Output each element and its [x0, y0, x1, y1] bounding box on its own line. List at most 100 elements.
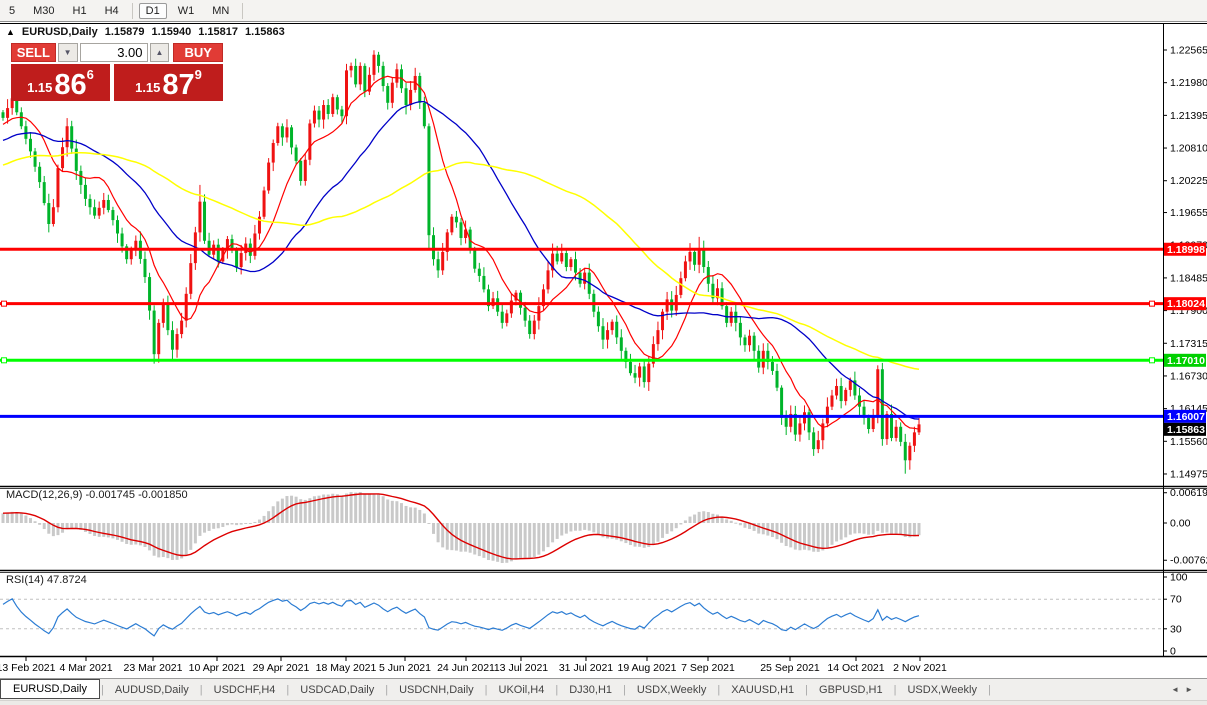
- tab-separator: |: [199, 683, 203, 696]
- svg-text:18 May 2021: 18 May 2021: [316, 662, 377, 674]
- timeframe-button-d1[interactable]: D1: [138, 2, 167, 19]
- tab-usdcnh-daily[interactable]: USDCNH,Daily: [399, 683, 474, 696]
- panel-collapse-icon[interactable]: ▲: [6, 27, 15, 37]
- timeframe-button-w1[interactable]: W1: [177, 4, 195, 17]
- tab-usdx-weekly[interactable]: USDX,Weekly: [907, 683, 977, 696]
- ma-fast-line: [2, 75, 920, 430]
- price-axis[interactable]: 1.22565 1.21980 1.21395 1.20810 1.20225 1.196…: [1163, 45, 1207, 658]
- svg-text:0.006193: 0.006193: [1170, 487, 1207, 499]
- macd-pane: [1, 492, 921, 563]
- hline-handle: [1, 357, 7, 364]
- tab-eurusd-daily[interactable]: EURUSD,Daily: [0, 679, 100, 699]
- svg-text:25 Sep 2021: 25 Sep 2021: [760, 662, 820, 674]
- tab-separator: |: [100, 683, 104, 696]
- sell-price-pip: 6: [86, 67, 94, 82]
- svg-text:1.22565: 1.22565: [1170, 45, 1207, 57]
- svg-text:13 Feb 2021: 13 Feb 2021: [0, 662, 56, 674]
- svg-text:70: 70: [1170, 594, 1182, 606]
- chart-canvas[interactable]: 1.22565 1.21980 1.21395 1.20810 1.20225 1.196…: [0, 23, 1207, 677]
- ma-mid-line: [2, 100, 920, 420]
- tab-separator: |: [805, 683, 809, 696]
- timeframe-button-h1[interactable]: H1: [72, 4, 87, 17]
- buy-button[interactable]: BUY: [173, 43, 223, 62]
- svg-text:1.20810: 1.20810: [1170, 143, 1207, 155]
- timeframe-button-m30[interactable]: M30: [33, 4, 55, 17]
- svg-text:10 Apr 2021: 10 Apr 2021: [189, 662, 246, 674]
- ohlc-high: 1.15940: [151, 26, 192, 38]
- svg-text:1.15560: 1.15560: [1170, 436, 1207, 448]
- svg-text:1.17315: 1.17315: [1170, 338, 1207, 350]
- buy-price-pip: 9: [194, 67, 202, 82]
- tab-separator: |: [893, 683, 897, 696]
- macd-values: -0.001745 -0.001850: [85, 489, 188, 501]
- sell-button[interactable]: SELL: [11, 43, 56, 62]
- svg-text:-0.007621: -0.007621: [1170, 555, 1207, 567]
- svg-text:24 Jun 2021: 24 Jun 2021: [437, 662, 495, 674]
- status-strip: [0, 700, 1207, 705]
- sell-price-big: 86: [54, 69, 87, 101]
- toolbar-separator: [242, 2, 244, 19]
- chart-header: ▲ EURUSD,Daily 1.15879 1.15940 1.15817 1…: [6, 26, 285, 38]
- tab-xauusd-h1[interactable]: XAUUSD,H1: [731, 683, 795, 696]
- tab-usdchf-h4[interactable]: USDCHF,H4: [213, 683, 276, 696]
- candles-layer[interactable]: [1, 50, 921, 474]
- tab-gbpusd-h1[interactable]: GBPUSD,H1: [819, 683, 883, 696]
- svg-text:1.17010: 1.17010: [1167, 355, 1205, 367]
- timeframe-button-mn[interactable]: MN: [212, 4, 230, 17]
- svg-text:1.14975: 1.14975: [1170, 468, 1207, 480]
- svg-text:1.16007: 1.16007: [1167, 411, 1205, 423]
- volume-input[interactable]: [79, 43, 148, 62]
- rsi-pane: [0, 597, 1163, 637]
- tab-ukoil-h4[interactable]: UKOil,H4: [498, 683, 545, 696]
- svg-text:7 Sep 2021: 7 Sep 2021: [681, 662, 735, 674]
- sell-price-prefix: 1.15: [27, 80, 53, 95]
- chevron-down-icon: ▼: [63, 48, 72, 57]
- svg-text:1.18485: 1.18485: [1170, 272, 1207, 284]
- svg-text:31 Jul 2021: 31 Jul 2021: [559, 662, 613, 674]
- timeframe-button-h4[interactable]: H4: [104, 4, 119, 17]
- ohlc-low: 1.15817: [198, 26, 239, 38]
- svg-text:2 Nov 2021: 2 Nov 2021: [893, 662, 947, 674]
- hline-handle: [1149, 357, 1155, 364]
- svg-text:1.18024: 1.18024: [1167, 298, 1205, 310]
- timeframe-button-5[interactable]: 5: [9, 4, 16, 17]
- chevron-up-icon: ▲: [155, 48, 164, 57]
- rsi-name: RSI(14): [6, 574, 44, 586]
- ma-slow-line: [2, 151, 920, 371]
- svg-text:5 Jun 2021: 5 Jun 2021: [379, 662, 431, 674]
- ohlc-open: 1.15879: [104, 26, 145, 38]
- svg-text:1.16730: 1.16730: [1170, 370, 1207, 382]
- timeframe-toolbar: 5 M30 H1 H4 D1 W1 MN: [0, 0, 1207, 22]
- tab-dj30-h1[interactable]: DJ30,H1: [569, 683, 612, 696]
- ohlc-close: 1.15863: [245, 26, 285, 38]
- macd-name: MACD(12,26,9): [6, 489, 83, 501]
- sell-price-box[interactable]: 1.15 86 6: [11, 64, 110, 101]
- tab-separator: |: [555, 683, 559, 696]
- time-axis[interactable]: 13 Feb 2021 4 Mar 2021 23 Mar 2021 10 Apr 2…: [0, 657, 947, 674]
- rsi-indicator-label: RSI(14) 47.8724: [6, 574, 87, 586]
- svg-text:19 Aug 2021: 19 Aug 2021: [618, 662, 677, 674]
- svg-text:1.21980: 1.21980: [1170, 77, 1207, 89]
- svg-text:1.21395: 1.21395: [1170, 110, 1207, 122]
- chart-tab-bar: EURUSD,Daily | AUDUSD,Daily | USDCHF,H4 | USDC…: [0, 678, 1207, 700]
- buy-price-box[interactable]: 1.15 87 9: [114, 64, 223, 101]
- tab-usdcad-daily[interactable]: USDCAD,Daily: [300, 683, 375, 696]
- volume-decrease-button[interactable]: ▼: [57, 43, 78, 62]
- svg-text:1.18998: 1.18998: [1167, 244, 1205, 256]
- hline-handle: [1, 300, 7, 307]
- buy-price-prefix: 1.15: [135, 80, 161, 95]
- volume-increase-button[interactable]: ▲: [149, 43, 170, 62]
- svg-text:0.00: 0.00: [1170, 518, 1191, 530]
- svg-text:30: 30: [1170, 623, 1182, 635]
- tab-usdx-weekly[interactable]: USDX,Weekly: [636, 683, 707, 696]
- pane-borders: [0, 23, 1207, 658]
- svg-text:13 Jul 2021: 13 Jul 2021: [494, 662, 548, 674]
- tab-audusd-daily[interactable]: AUDUSD,Daily: [114, 683, 189, 696]
- horizontal-lines[interactable]: [0, 247, 1163, 418]
- tab-scroll-arrows[interactable]: ◄►: [1171, 685, 1199, 694]
- svg-text:1.15863: 1.15863: [1167, 424, 1205, 436]
- tab-separator: |: [286, 683, 290, 696]
- tab-separator: |: [385, 683, 389, 696]
